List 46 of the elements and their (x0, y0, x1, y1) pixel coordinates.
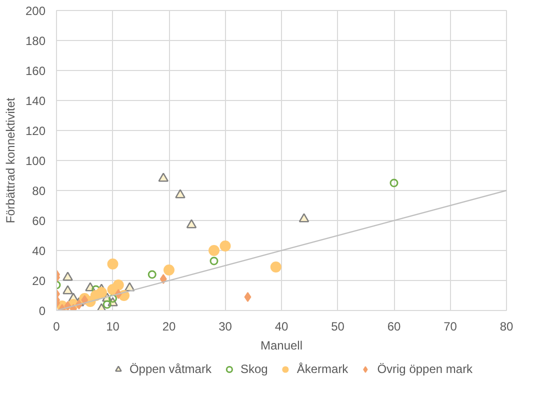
y-tick-label: 140 (25, 94, 46, 108)
y-tick-label: 40 (32, 244, 46, 258)
y-tick-label: 20 (32, 274, 46, 288)
point (244, 292, 252, 302)
x-tick-label: 10 (106, 320, 120, 334)
legend-label: Öppen våtmark (129, 362, 212, 376)
y-tick-label: 200 (25, 4, 46, 18)
x-tick-label: 40 (274, 320, 288, 334)
x-tick-label: 20 (162, 320, 176, 334)
x-tick-label: 60 (387, 320, 401, 334)
y-tick-label: 120 (25, 124, 46, 138)
point (186, 219, 197, 228)
x-axis-title: Manuell (260, 338, 303, 352)
legend-label: Övrig öppen mark (377, 362, 473, 376)
x-tick-label: 80 (500, 320, 514, 334)
point (270, 262, 282, 272)
y-tick-label: 160 (25, 64, 46, 78)
point (62, 285, 73, 294)
x-tick-label: 30 (218, 320, 232, 334)
point (164, 264, 174, 276)
y-tick-label: 180 (25, 34, 46, 48)
point (148, 270, 156, 279)
point (298, 213, 310, 222)
point (220, 240, 231, 252)
x-tick-label: 70 (444, 320, 458, 334)
point (107, 284, 118, 295)
x-tick-label: 50 (331, 320, 345, 334)
y-tick-label: 80 (32, 184, 46, 198)
point (390, 178, 398, 188)
point (158, 172, 169, 182)
x-tick-label: 0 (53, 320, 60, 334)
y-axis-title: Förbättrad konnektivitet (3, 97, 18, 224)
legend-label: Åkermark (296, 362, 348, 376)
y-tick-label: 0 (38, 304, 46, 318)
y-tick-label: 60 (32, 214, 46, 228)
point (102, 300, 112, 309)
point (175, 189, 186, 198)
point (108, 294, 117, 303)
point (210, 256, 218, 266)
y-tick-label: 100 (25, 154, 46, 168)
point (107, 258, 118, 270)
point (62, 272, 73, 281)
point (208, 245, 220, 256)
point (96, 287, 107, 298)
point (160, 274, 167, 284)
legend-label: Skog (240, 362, 268, 376)
